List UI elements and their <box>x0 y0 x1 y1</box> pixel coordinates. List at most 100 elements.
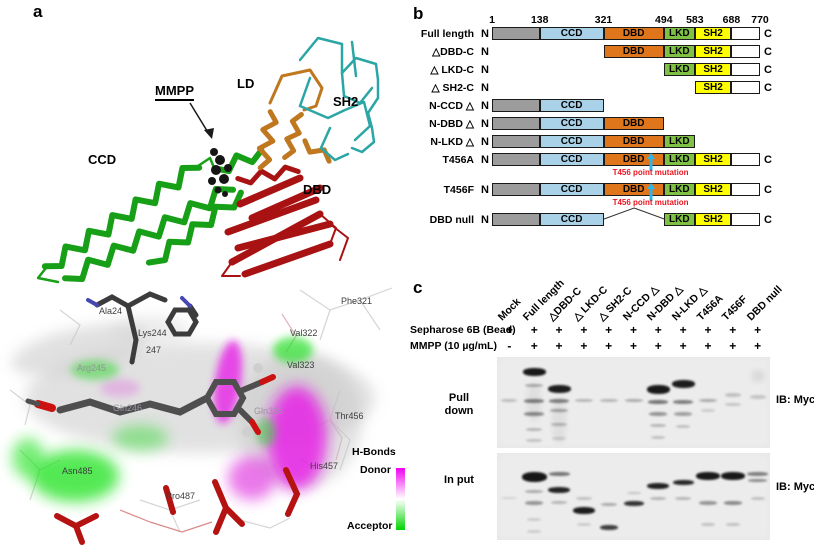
residue-scale: 1 138 321 494 583 688 770 <box>489 14 769 26</box>
condition-symbol: + <box>729 339 737 353</box>
ccd-helix <box>62 186 236 282</box>
domain-segment-ct <box>731 183 760 196</box>
condition-symbol: + <box>605 323 613 337</box>
c-terminus-label: C <box>764 213 772 226</box>
domain-segment-ct <box>731 27 760 40</box>
ib-label: IB: Myc <box>776 481 814 493</box>
mmpp-label: MMPP <box>155 83 194 101</box>
blot-pulldown <box>497 357 770 448</box>
construct-row: △ LKD-C N LKD SH2 C <box>410 63 814 76</box>
residue-label: Arg245 <box>77 363 107 373</box>
blot-band <box>750 496 765 500</box>
docking-surface-image <box>9 287 393 545</box>
construct-name: DBD null <box>429 213 474 226</box>
construct-name: T456F <box>443 183 474 196</box>
blot-band <box>575 496 592 500</box>
blot-band <box>576 522 591 526</box>
n-terminus-label: N <box>481 27 489 40</box>
sh2-loop <box>340 56 380 154</box>
mutation-marker <box>649 158 653 171</box>
blot-band <box>725 522 740 526</box>
domain-segment-ccd: CCD <box>539 153 604 166</box>
blot-band <box>650 496 667 500</box>
blot-band <box>672 479 694 485</box>
blot-band <box>747 472 769 477</box>
n-terminus-label: N <box>481 135 489 148</box>
blot-band <box>599 525 618 531</box>
lane-label: Mock <box>496 295 524 324</box>
docking-view: Ala24 Lys244 247 Arg245 Gln246 Phe321 Val322 Va… <box>0 270 410 545</box>
condition-symbol: + <box>629 339 638 353</box>
construct-bar: CCD DBD <box>492 117 760 130</box>
blot-band <box>526 427 543 431</box>
domain-segment-ct <box>731 213 760 226</box>
blot-label-line: Pull <box>448 392 470 404</box>
blot-band <box>623 500 644 506</box>
hbonds-gradient-bar <box>396 468 405 530</box>
residue-label: Val323 <box>287 360 315 370</box>
construct-bar: SH2 <box>492 81 760 94</box>
mmpp-atom <box>210 148 218 156</box>
mmpp-arrow <box>189 102 210 135</box>
condition-symbol: + <box>555 323 563 337</box>
construct-row: N-CCD △ N CCD <box>410 99 814 112</box>
mutation-marker <box>649 188 653 201</box>
blot-band <box>720 472 745 481</box>
domain-segment-nt <box>492 99 540 112</box>
domain-segment-ccd: CCD <box>539 27 604 40</box>
condition-symbol: + <box>729 323 737 337</box>
blot-band <box>700 408 715 412</box>
blot-band <box>724 393 741 398</box>
blot-band <box>647 483 670 490</box>
blot-band <box>651 436 666 440</box>
sh2-domain-ribbon <box>298 36 380 162</box>
mutation-marker-head <box>646 153 655 159</box>
domain-segment-ccd: CCD <box>539 183 604 196</box>
ccd-helix <box>211 147 265 175</box>
n-terminus-label: N <box>481 45 489 58</box>
residue-label: Phe321 <box>341 296 373 306</box>
domain-segment-lkd: LKD <box>663 45 695 58</box>
dbd-helix <box>235 164 301 186</box>
blot-band <box>501 398 518 402</box>
condition-symbol: + <box>580 323 588 337</box>
blot-band <box>599 398 618 402</box>
residue-label: Gln326 <box>254 406 284 416</box>
panel-c: c Mock Full length △DBD-C △ LKD-C △ SH2-C N-C… <box>410 270 814 545</box>
blot-band <box>501 496 518 499</box>
c-terminus-label: C <box>764 63 772 76</box>
dbd-label: DBD <box>303 182 332 197</box>
condition-symbol: + <box>654 339 662 353</box>
mmpp-atom <box>222 191 228 197</box>
blot-band <box>674 411 693 416</box>
ld-coil <box>256 109 279 171</box>
ib-label: IB: Myc <box>776 394 814 406</box>
acceptor-surface-patches <box>12 337 313 502</box>
mmpp-arrowhead <box>204 128 214 139</box>
construct-row: T456F N CCD DBD LKD SH2 T456 point mutation C <box>410 183 814 207</box>
construct-row: N-LKD △ N CCD DBD LKD <box>410 135 814 148</box>
ld-coil <box>302 138 332 164</box>
mutation-caption: T456 point mutation <box>612 168 689 177</box>
scale-number: 583 <box>686 14 704 26</box>
domain-segment-nt <box>492 153 540 166</box>
nitrogen-atoms <box>86 296 192 308</box>
domain-segment-sh2: SH2 <box>694 183 732 196</box>
construct-row: Full length N CCD DBD LKD SH2 C <box>410 27 814 40</box>
blot-band <box>749 395 766 400</box>
ccd-helix <box>145 189 244 266</box>
dbd-strand <box>236 174 304 208</box>
condition-symbol: - <box>507 339 512 353</box>
residue-label: Lys244 <box>138 328 167 338</box>
domain-segment-nt <box>492 135 540 148</box>
domain-segment-ct <box>731 81 760 94</box>
c-terminus-label: C <box>764 153 772 166</box>
residue-label: Thr456 <box>335 411 364 421</box>
domain-segment-dbd: DBD <box>603 135 664 148</box>
blot-band <box>526 438 543 442</box>
condition-symbol: + <box>679 323 687 337</box>
domain-segment-lkd: LKD <box>663 153 695 166</box>
domain-segment-lkd: LKD <box>663 27 695 40</box>
mmpp-atom <box>219 174 229 184</box>
